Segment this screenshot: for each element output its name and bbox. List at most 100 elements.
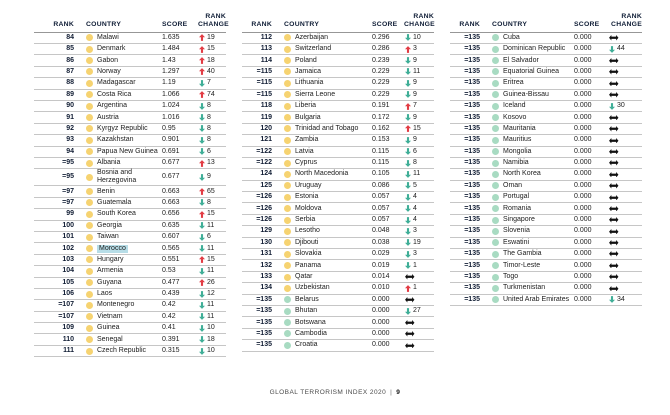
score-cell: 0.551 (162, 255, 180, 263)
country-dot-icon (284, 216, 291, 224)
table-row: 114 Poland 0.239 9 (242, 55, 434, 67)
rank-cell: 101 (62, 233, 74, 241)
country-dot-icon (492, 57, 499, 65)
rank-change-cell (608, 194, 642, 201)
country-cell: Kazakhstan (74, 136, 162, 144)
rank-change-column-header: RANK CHANGE (404, 13, 435, 28)
country-dot-icon (492, 182, 499, 190)
country-cell: Switzerland (272, 45, 372, 53)
country-name: Guatemala (97, 198, 132, 206)
rank-change-value: 11 (207, 267, 215, 275)
country-dot-icon (284, 330, 291, 338)
rank-change-value: 19 (413, 238, 421, 246)
no-change-icon (405, 342, 415, 349)
score-cell: 0.000 (574, 273, 592, 280)
country-dot-icon (86, 222, 93, 230)
country-dot-icon (86, 188, 93, 196)
table-row: =135 Oman 0.000 (450, 181, 642, 193)
score-cell: 0.000 (574, 124, 592, 132)
score-cell: 0.162 (372, 124, 390, 132)
rank-change-cell (608, 183, 642, 189)
table-row: 86 Gabon 1.43 18 (34, 55, 226, 67)
rank-change-value: 18 (207, 56, 215, 64)
rank-change-value: 34 (617, 295, 625, 303)
rank-change-cell: 26 (198, 279, 226, 287)
rank-cell: =135 (464, 295, 480, 303)
country-name: Sierra Leone (295, 90, 336, 98)
table-row: =135 Croatia 0.000 (242, 340, 434, 352)
down-arrow-icon (405, 159, 411, 167)
country-name: Poland (295, 56, 317, 64)
up-arrow-icon (199, 256, 205, 264)
down-arrow-icon (199, 222, 205, 230)
score-cell: 1.066 (162, 90, 180, 98)
rank-cell: =135 (464, 261, 480, 269)
rank-change-cell: 74 (198, 91, 226, 99)
country-dot-icon (284, 307, 291, 315)
country-cell: Vietnam (74, 313, 162, 321)
country-dot-icon (86, 324, 93, 332)
table-row: =115 Sierra Leone 0.229 9 (242, 90, 434, 101)
score-cell: 0.000 (574, 238, 592, 246)
country-dot-icon (86, 279, 93, 287)
rank-change-cell (404, 331, 434, 337)
rank-cell: =135 (464, 216, 480, 224)
rank-cell: =135 (464, 136, 480, 144)
rank-change-cell: 8 (404, 159, 434, 167)
country-cell: Botswana (272, 319, 372, 327)
country-dot-icon (284, 136, 291, 144)
rank-change-value: 9 (413, 56, 417, 64)
table-row: 119 Bulgaria 0.172 9 (242, 112, 434, 124)
score-cell: 0.286 (372, 45, 390, 53)
down-arrow-icon (405, 136, 411, 144)
country-name: Kyrgyz Republic (97, 124, 148, 132)
country-dot-icon (492, 216, 499, 224)
table-row: =135 Dominican Republic 0.000 44 (450, 44, 642, 56)
rank-change-value: 26 (207, 278, 215, 286)
rank-cell: 119 (260, 113, 272, 121)
down-arrow-icon (199, 324, 205, 332)
rank-change-cell: 40 (198, 68, 226, 76)
table-row: =126 Moldova 0.057 4 (242, 203, 434, 215)
table-row: =135 United Arab Emirates 0.000 34 (450, 295, 642, 306)
rank-change-cell: 9 (404, 79, 434, 87)
table-row: =135 Belarus 0.000 (242, 295, 434, 306)
country-dot-icon (284, 193, 291, 201)
country-name: Liberia (295, 102, 317, 110)
rank-cell: 129 (260, 227, 272, 235)
rank-cell: =135 (464, 147, 480, 155)
country-name: North Macedonia (295, 170, 349, 178)
country-cell: Papua New Guinea (74, 148, 162, 156)
rank-change-cell: 9 (404, 136, 434, 144)
country-cell: Serbia (272, 216, 372, 224)
country-cell: El Salvador (480, 57, 574, 65)
rank-cell: =122 (256, 147, 272, 155)
score-cell: 0.000 (574, 45, 592, 53)
table-body: 112 Azerbaijan 0.296 10 113 Switzerland 0.286 3… (242, 33, 434, 352)
country-name: Trinidad and Tobago (295, 124, 359, 132)
no-change-icon (609, 148, 619, 155)
rank-cell: =135 (464, 56, 480, 64)
rank-cell: 93 (66, 136, 74, 144)
rank-change-cell: 65 (198, 188, 226, 196)
no-change-icon (405, 319, 415, 326)
country-cell: Uzbekistan (272, 284, 372, 292)
rank-cell: 102 (62, 244, 74, 252)
country-dot-icon (86, 148, 93, 156)
country-name: Malawi (97, 33, 119, 41)
country-dot-icon (492, 205, 499, 213)
country-dot-icon (492, 148, 499, 156)
country-name: Argentina (97, 102, 127, 110)
country-dot-icon (284, 68, 291, 76)
country-cell: Singapore (480, 216, 574, 224)
score-cell: 0.029 (372, 250, 390, 258)
country-dot-icon (492, 284, 499, 292)
score-cell: 0.000 (574, 136, 592, 144)
down-arrow-icon (199, 302, 205, 309)
rank-cell: =135 (256, 295, 272, 303)
score-cell: 0.42 (162, 301, 176, 309)
up-arrow-icon (199, 159, 205, 167)
ranking-table-column-3: RANK COUNTRY SCORE RANK CHANGE =135 Cuba 0… (450, 13, 642, 357)
rank-change-cell (608, 217, 642, 223)
country-name: Dominican Republic (503, 45, 566, 53)
